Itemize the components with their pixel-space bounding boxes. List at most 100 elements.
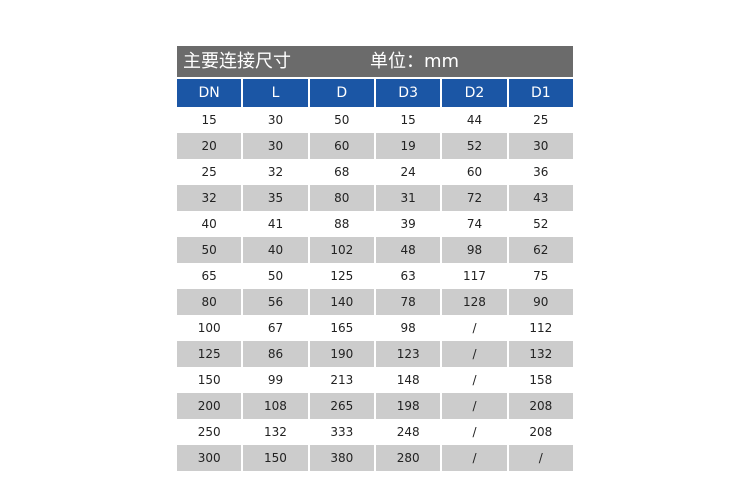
table-cell: 165 — [330, 321, 354, 335]
table-cell: 75 — [533, 269, 549, 283]
table-cell: 86 — [243, 341, 308, 367]
table-cell: 250 — [197, 425, 221, 439]
table-cell: / — [472, 425, 477, 439]
table-cell: 148 — [396, 373, 420, 387]
table-cell: 198 — [375, 393, 441, 419]
table-cell: 44 — [466, 113, 483, 127]
column-header: D — [309, 79, 374, 107]
table-cell: 132 — [264, 425, 287, 439]
table-cell: 90 — [508, 289, 573, 315]
table-cell: 30 — [267, 113, 284, 127]
table-cell: 208 — [508, 393, 573, 419]
table-row: 20 30 60 19 52 30 — [177, 133, 573, 159]
table-cell: 39 — [400, 217, 416, 231]
table-cell: 30 — [243, 133, 308, 159]
table-cell: 108 — [243, 393, 308, 419]
table-cell: 132 — [508, 341, 573, 367]
table-cell: 40 — [201, 217, 217, 231]
table-cell: 128 — [442, 289, 507, 315]
table-cell: / — [472, 373, 477, 387]
table-row: 40 41 88 39 74 52 — [177, 211, 573, 237]
table-cell: 56 — [243, 289, 308, 315]
table-cell: 48 — [375, 237, 441, 263]
table-cell: 72 — [442, 185, 507, 211]
table-row: 50 40 102 48 98 62 — [177, 237, 573, 263]
table-cell: / — [508, 445, 573, 471]
table-cell: 123 — [375, 341, 441, 367]
table-cell: / — [472, 321, 477, 335]
table-cell: 31 — [375, 185, 441, 211]
table-row: 125 86 190 123/132 — [177, 341, 573, 367]
table-cell: 333 — [330, 425, 354, 439]
table-cell: 15 — [400, 113, 416, 127]
table-row: 100 67 165 98 / 112 — [177, 315, 573, 341]
table-cell: / — [442, 341, 507, 367]
table-cell: 32 — [267, 165, 284, 179]
column-header: DN — [177, 79, 242, 107]
table-cell: 25 — [533, 113, 549, 127]
table-row: 32 35 80 31 72 43 — [177, 185, 573, 211]
table-cell: 112 — [529, 321, 553, 335]
table-cell: 20 — [177, 133, 242, 159]
table-cell: 78 — [375, 289, 441, 315]
table-cell: 200 — [177, 393, 242, 419]
table-cell: 43 — [508, 185, 573, 211]
table-title-bar: 主要连接尺寸 单位：mm — [177, 46, 573, 77]
table-cell: 19 — [375, 133, 441, 159]
column-header: L — [243, 79, 308, 107]
table-row: 80 56 140 78 128 90 — [177, 289, 573, 315]
table-cell: 50 — [334, 113, 350, 127]
column-header: D3 — [375, 79, 441, 107]
column-header: D2 — [442, 79, 507, 107]
table-row: 25 32 68 24 60 36 — [177, 159, 573, 185]
table-cell: 300 — [177, 445, 242, 471]
table-cell: 50 — [267, 269, 284, 283]
table-cell: 98 — [442, 237, 507, 263]
table-cell: 100 — [197, 321, 221, 335]
table-row: 200 108 265 198/208 — [177, 393, 573, 419]
table-cell: 88 — [334, 217, 350, 231]
table-body: 15 30 50 15 44 25 20 30 60 19 52 30 25 32 68 24 60 36 32 35… — [177, 107, 573, 471]
table-cell: 50 — [177, 237, 242, 263]
table-cell: 125 — [330, 269, 354, 283]
table-cell: 74 — [466, 217, 483, 231]
table-row: 250 132 333 248 / 208 — [177, 419, 573, 445]
table-cell: 68 — [334, 165, 350, 179]
table-cell: 265 — [309, 393, 374, 419]
table-row: 150 99 213 148 / 158 — [177, 367, 573, 393]
table-cell: 52 — [442, 133, 507, 159]
table-cell: 150 — [243, 445, 308, 471]
table-row: 300 150 380 280// — [177, 445, 573, 471]
table-cell: 117 — [463, 269, 486, 283]
table-cell: 102 — [309, 237, 374, 263]
table-cell: 30 — [508, 133, 573, 159]
table-cell: 98 — [400, 321, 416, 335]
table-cell: 280 — [375, 445, 441, 471]
table-cell: 62 — [508, 237, 573, 263]
table-cell: 190 — [309, 341, 374, 367]
table-cell: 213 — [330, 373, 354, 387]
table-cell: 60 — [309, 133, 374, 159]
table-cell: 125 — [177, 341, 242, 367]
table-title: 主要连接尺寸 — [183, 51, 291, 72]
table-cell: / — [442, 445, 507, 471]
table-cell: 35 — [243, 185, 308, 211]
table-cell: 65 — [201, 269, 217, 283]
table-cell: 80 — [177, 289, 242, 315]
table-cell: 80 — [309, 185, 374, 211]
table-cell: 41 — [267, 217, 284, 231]
table-cell: 208 — [529, 425, 553, 439]
table-cell: 36 — [533, 165, 549, 179]
dimension-table: 主要连接尺寸 单位：mm DN L D D3 D2 D1 15 30 50 15 44 25 20 30… — [177, 46, 573, 471]
table-cell: 25 — [201, 165, 217, 179]
table-cell: / — [442, 393, 507, 419]
column-header: D1 — [508, 79, 573, 107]
table-cell: 99 — [267, 373, 284, 387]
table-cell: 32 — [177, 185, 242, 211]
table-cell: 158 — [529, 373, 553, 387]
table-cell: 67 — [267, 321, 284, 335]
table-cell: 15 — [201, 113, 217, 127]
header-row: DN L D D3 D2 D1 — [177, 79, 573, 107]
table-cell: 248 — [396, 425, 420, 439]
table-cell: 52 — [533, 217, 549, 231]
